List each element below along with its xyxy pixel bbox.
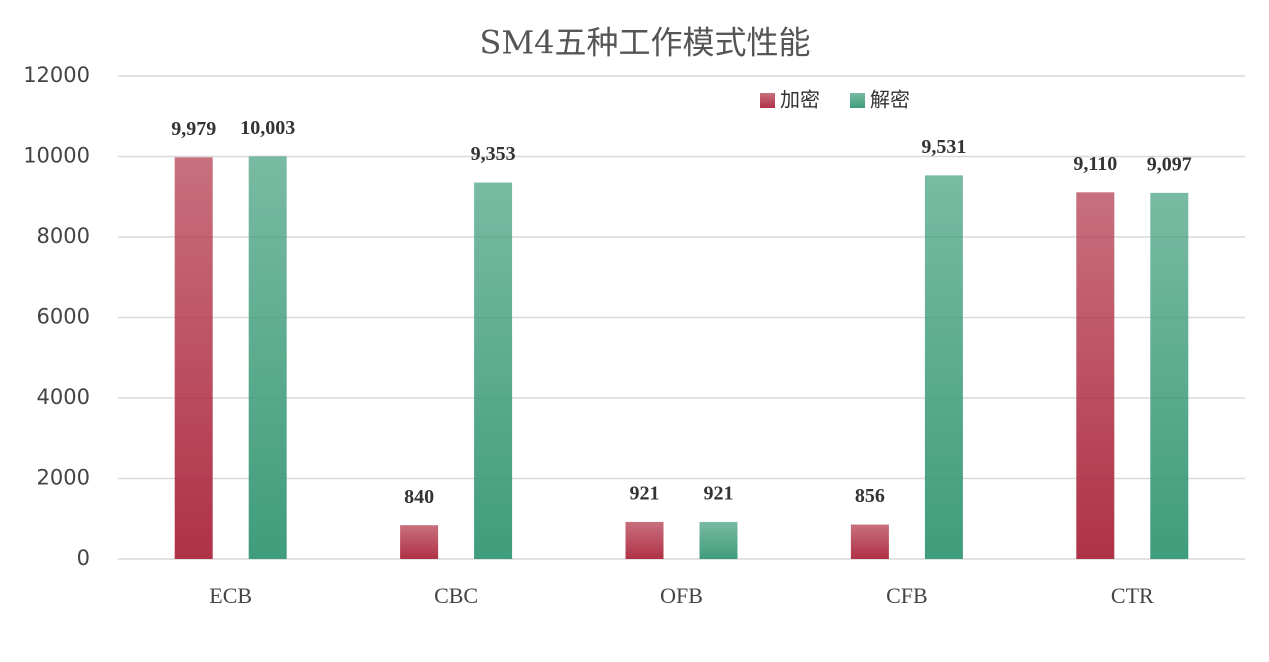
data-label: 9,531 [921,136,966,158]
legend-label: 解密 [870,88,910,112]
legend-swatch [850,93,865,108]
data-label: 10,003 [240,117,295,139]
legend-swatch [760,93,775,108]
bar [924,175,963,559]
legend-label: 加密 [780,88,820,112]
bar [474,182,513,559]
bar [248,156,287,559]
bar [174,157,213,559]
bar [400,525,439,559]
y-tick-label: 2000 [37,466,90,490]
bar [625,521,664,559]
x-tick-label: CTR [1111,583,1154,608]
y-tick-label: 4000 [37,385,90,409]
chart-title: SM4五种工作模式性能 [479,24,810,62]
data-label: 856 [855,485,885,507]
bar [1076,192,1115,559]
bar [1150,192,1189,559]
x-tick-label: CFB [886,583,928,608]
data-label: 9,353 [471,143,516,165]
y-tick-label: 8000 [37,224,90,248]
data-label: 9,097 [1147,153,1192,175]
data-label: 9,110 [1073,153,1117,175]
bar [850,524,889,559]
x-tick-label: ECB [209,583,252,608]
data-label: 921 [630,483,660,505]
bar [699,521,738,559]
x-tick-label: OFB [660,583,703,608]
data-label: 9,979 [171,118,216,140]
data-label: 840 [404,486,434,508]
y-tick-label: 12000 [23,63,90,87]
data-label: 921 [704,483,734,505]
y-tick-label: 10000 [23,144,90,168]
x-tick-label: CBC [434,583,478,608]
y-tick-label: 0 [77,546,90,570]
y-tick-label: 6000 [37,305,90,329]
